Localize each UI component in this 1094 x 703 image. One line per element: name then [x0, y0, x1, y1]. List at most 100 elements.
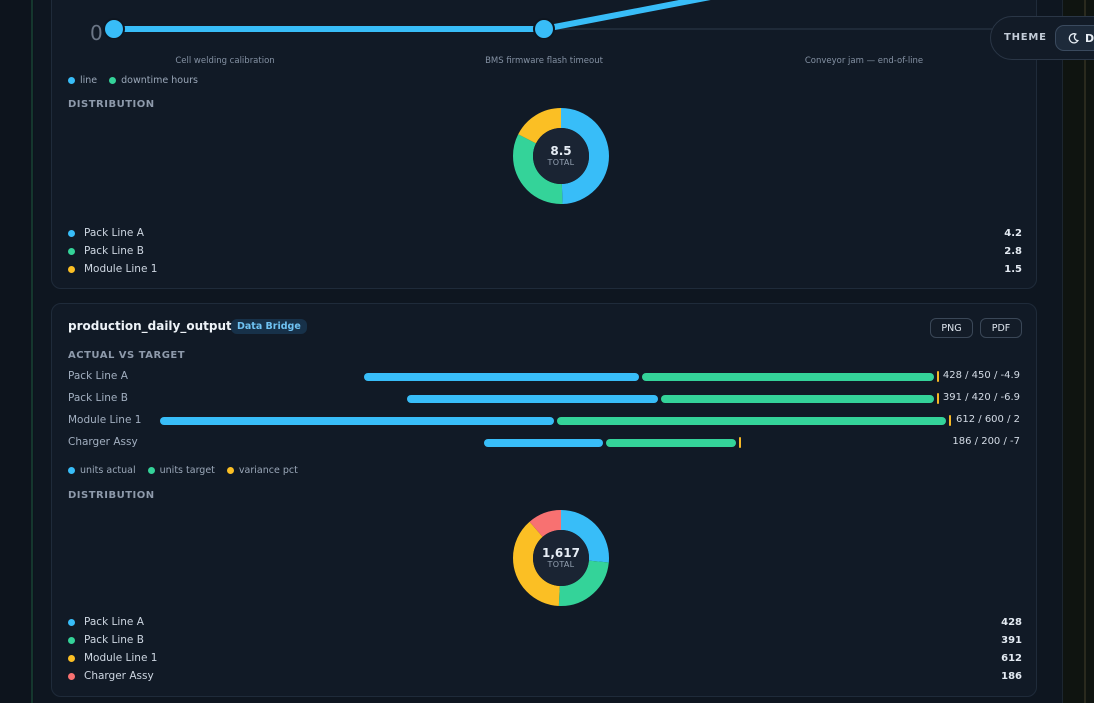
donut-center: 1,617 TOTAL	[512, 509, 610, 607]
theme-label: THEME	[1004, 32, 1047, 43]
actual-bar[interactable]	[364, 373, 639, 381]
card-title: production_daily_output	[68, 319, 232, 333]
actual-bar[interactable]	[407, 395, 659, 403]
row-label: Module Line 1	[84, 652, 158, 664]
row-swatch	[68, 265, 75, 273]
legend-swatch	[147, 467, 155, 474]
row-value: 391	[1001, 634, 1022, 646]
legend-item[interactable]: line	[68, 75, 97, 86]
actual-vs-target-label: Actual vs Target	[68, 350, 186, 361]
legend-label: units target	[159, 465, 215, 476]
legend-label: line	[80, 75, 98, 86]
bar-row-value: 391 / 420 / -6.9	[942, 392, 1020, 403]
actual-bar[interactable]	[483, 439, 604, 447]
bar-row-label: Pack Line A	[68, 370, 128, 382]
donut-svg	[513, 510, 609, 606]
row-swatch	[68, 229, 75, 237]
row-swatch	[68, 247, 75, 255]
variance-marker[interactable]	[937, 371, 939, 382]
legend-item[interactable]: variance pct	[226, 465, 298, 476]
chart-legend: line downtime hours	[68, 75, 198, 86]
timeline-event-label: Cell welding calibration	[175, 56, 275, 66]
timeline-point	[103, 18, 125, 39]
row-value: 612	[1001, 652, 1022, 664]
donut-slice[interactable]	[513, 510, 609, 606]
donut-slice[interactable]	[513, 108, 609, 204]
distribution-row: Pack Line A 4.2	[68, 226, 1022, 240]
row-value: 1.5	[1004, 263, 1022, 275]
donut-slice[interactable]	[513, 108, 609, 204]
distribution-row: Pack Line B 391	[68, 633, 1022, 647]
row-label: Pack Line A	[84, 616, 144, 628]
export-png-button[interactable]: PNG	[930, 318, 973, 338]
donut-slice[interactable]	[513, 510, 609, 606]
donut-total-label: TOTAL	[547, 158, 575, 167]
target-bar[interactable]	[642, 373, 934, 381]
dashboard-panel: 0 Cell welding calibration BMS firmware …	[34, 0, 1062, 703]
timeline-start-marker: 0	[90, 21, 103, 45]
row-value: 4.2	[1004, 227, 1022, 239]
row-label: Pack Line B	[84, 245, 144, 257]
row-swatch	[68, 672, 75, 680]
right-frame	[1062, 0, 1094, 703]
target-bar[interactable]	[661, 395, 934, 403]
bar-row-label: Module Line 1	[68, 414, 142, 426]
source-badge: Data Bridge	[231, 319, 307, 334]
legend-swatch	[226, 467, 234, 474]
row-swatch	[68, 654, 75, 662]
downtime-card: 0 Cell welding calibration BMS firmware …	[51, 0, 1037, 289]
row-label: Module Line 1	[84, 263, 158, 275]
bar-row-value: 186 / 200 / -7	[952, 436, 1020, 447]
donut-total-label: TOTAL	[547, 560, 575, 569]
theme-toggle-button[interactable]: D	[1055, 25, 1094, 51]
legend-item[interactable]: downtime hours	[109, 75, 198, 86]
production-card: production_daily_output Data Bridge PNG …	[51, 303, 1037, 697]
donut-svg	[513, 108, 609, 204]
row-label: Pack Line B	[84, 634, 144, 646]
bar-row-value: 612 / 600 / 2	[956, 414, 1020, 425]
timeline-point	[533, 18, 555, 39]
legend-swatch	[68, 467, 75, 474]
legend-item[interactable]: units actual	[68, 465, 136, 476]
distribution-donut: 8.5 TOTAL	[512, 107, 610, 205]
variance-marker[interactable]	[937, 393, 939, 404]
legend-label: variance pct	[238, 465, 298, 476]
donut-total-value: 8.5	[550, 144, 572, 158]
distribution-row: Module Line 1 1.5	[68, 262, 1022, 276]
row-value: 186	[1001, 670, 1022, 682]
donut-hole	[533, 530, 589, 586]
row-label: Charger Assy	[84, 670, 154, 682]
distribution-label: Distribution	[68, 99, 155, 110]
variance-marker[interactable]	[739, 437, 741, 448]
legend-swatch	[68, 77, 75, 84]
distribution-row: Charger Assy 186	[68, 669, 1022, 683]
row-swatch	[68, 636, 75, 644]
row-value: 428	[1001, 616, 1022, 628]
bar-row-label: Charger Assy	[68, 436, 138, 448]
distribution-row: Pack Line A 428	[68, 615, 1022, 629]
distribution-label: Distribution	[68, 490, 155, 501]
legend-label: downtime hours	[121, 75, 198, 86]
bar-row-label: Pack Line B	[68, 392, 128, 404]
row-swatch	[68, 618, 75, 626]
legend-label: units actual	[80, 465, 136, 476]
variance-marker[interactable]	[949, 415, 951, 426]
chart-legend: units actual units target variance pct	[68, 465, 298, 476]
legend-item[interactable]: units target	[147, 465, 215, 476]
target-bar[interactable]	[606, 439, 736, 447]
donut-slice[interactable]	[513, 510, 609, 606]
actual-bar[interactable]	[160, 417, 554, 425]
distribution-row: Module Line 1 612	[68, 651, 1022, 665]
theme-switcher: THEME D	[990, 16, 1094, 60]
target-bar[interactable]	[556, 417, 946, 425]
donut-hole	[533, 128, 589, 184]
timeline-event-label: Conveyor jam — end-of-line	[804, 56, 924, 66]
export-pdf-button[interactable]: PDF	[980, 318, 1022, 338]
distribution-row: Pack Line B 2.8	[68, 244, 1022, 258]
timeline-event-label: BMS firmware flash timeout	[485, 56, 603, 66]
donut-total-value: 1,617	[542, 546, 580, 560]
legend-swatch	[109, 77, 117, 84]
moon-icon	[1068, 32, 1079, 43]
row-label: Pack Line A	[84, 227, 144, 239]
distribution-donut: 1,617 TOTAL	[512, 509, 610, 607]
